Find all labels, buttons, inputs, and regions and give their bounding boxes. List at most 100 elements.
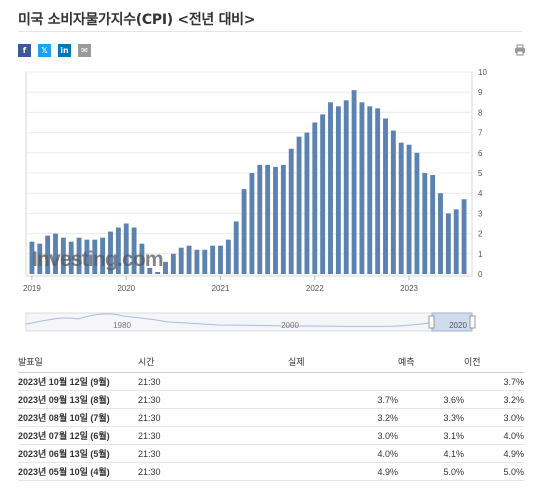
forecast-value bbox=[398, 372, 464, 391]
cpi-bar[interactable] bbox=[218, 245, 223, 274]
email-share-icon[interactable]: ✉ bbox=[78, 44, 91, 57]
actual-value: 3.7% bbox=[288, 390, 398, 409]
twitter-share-icon[interactable]: 𝕏 bbox=[38, 44, 51, 57]
previous-value: 3.0% bbox=[464, 408, 524, 427]
cpi-bar[interactable] bbox=[53, 233, 58, 274]
cpi-bar[interactable] bbox=[155, 271, 161, 274]
table-row: 2023년 06월 13일 (5월) 21:30 4.0% 4.1% 4.9% bbox=[18, 444, 524, 463]
cpi-bar[interactable] bbox=[461, 199, 467, 274]
cpi-bar[interactable] bbox=[265, 164, 271, 274]
forecast-value: 3.3% bbox=[398, 408, 464, 427]
x-tick-label: 2019 bbox=[23, 284, 41, 293]
release-date: 2023년 10월 12일 (9월) bbox=[18, 372, 138, 391]
cpi-bar[interactable] bbox=[84, 239, 90, 274]
release-date: 2023년 09월 13일 (8월) bbox=[18, 390, 138, 409]
actual-value: 4.0% bbox=[288, 444, 398, 463]
cpi-bar[interactable] bbox=[68, 241, 74, 274]
cpi-bar[interactable] bbox=[257, 164, 263, 274]
header-date: 발표일 bbox=[18, 355, 138, 373]
cpi-bar[interactable] bbox=[202, 249, 208, 274]
cpi-bar[interactable] bbox=[422, 173, 428, 274]
cpi-bar[interactable] bbox=[430, 175, 436, 274]
cpi-bar[interactable] bbox=[45, 235, 51, 274]
facebook-share-icon[interactable]: f bbox=[18, 44, 31, 57]
cpi-bar[interactable] bbox=[100, 237, 106, 274]
cpi-bar[interactable] bbox=[210, 245, 216, 274]
cpi-bar[interactable] bbox=[178, 247, 184, 274]
print-icon[interactable] bbox=[514, 44, 526, 56]
linkedin-share-icon[interactable]: in bbox=[58, 44, 71, 57]
cpi-bar[interactable] bbox=[186, 245, 192, 274]
x-axis: 2019 2020 2021 2022 2023 bbox=[23, 276, 419, 293]
cpi-bar[interactable] bbox=[225, 239, 231, 274]
cpi-bar[interactable] bbox=[351, 90, 357, 275]
cpi-bar[interactable] bbox=[453, 209, 459, 274]
forecast-value: 3.6% bbox=[398, 390, 464, 409]
cpi-bar[interactable] bbox=[131, 227, 137, 274]
cpi-bar[interactable] bbox=[273, 166, 278, 274]
release-time: 21:30 bbox=[138, 426, 288, 445]
cpi-bar[interactable] bbox=[288, 148, 294, 274]
cpi-bar[interactable] bbox=[92, 239, 98, 274]
table-row: 2023년 09월 13일 (8월) 21:30 3.7% 3.6% 3.2% bbox=[18, 390, 524, 409]
cpi-bar[interactable] bbox=[375, 108, 381, 274]
header-previous: 이전 bbox=[464, 355, 524, 373]
cpi-bar[interactable] bbox=[438, 193, 443, 274]
release-date: 2023년 07월 12일 (6월) bbox=[18, 426, 138, 445]
y-tick-label: 2 bbox=[478, 230, 483, 239]
actual-value: 3.0% bbox=[288, 426, 398, 445]
cpi-bar[interactable] bbox=[414, 152, 420, 274]
cpi-bar[interactable] bbox=[312, 122, 318, 275]
cpi-bar[interactable] bbox=[320, 114, 326, 274]
cpi-bar[interactable] bbox=[328, 102, 333, 274]
cpi-bar[interactable] bbox=[304, 132, 310, 274]
cpi-bar[interactable] bbox=[398, 142, 404, 274]
cpi-bar[interactable] bbox=[406, 144, 412, 274]
previous-value: 5.0% bbox=[464, 462, 524, 481]
cpi-bar[interactable] bbox=[233, 221, 239, 274]
cpi-bar[interactable] bbox=[123, 223, 129, 275]
cpi-chart[interactable]: 0 1 2 3 4 5 6 7 8 9 10 2019 2020 2021 2022 2023 Invest… bbox=[18, 66, 524, 298]
x-tick-label: 2021 bbox=[212, 284, 230, 293]
navigator-right-handle[interactable] bbox=[469, 315, 476, 329]
bars bbox=[29, 90, 467, 275]
cpi-bar[interactable] bbox=[60, 237, 66, 274]
release-date: 2023년 08월 10일 (7월) bbox=[18, 408, 138, 427]
previous-value: 4.0% bbox=[464, 426, 524, 445]
table-row: 2023년 07월 12일 (6월) 21:30 3.0% 3.1% 4.0% bbox=[18, 426, 524, 445]
cpi-bar[interactable] bbox=[194, 249, 200, 274]
y-tick-label: 4 bbox=[478, 189, 483, 198]
table-header-row: 발표일 시간 실제 예측 이전 bbox=[18, 355, 524, 373]
cpi-bar[interactable] bbox=[76, 237, 82, 274]
cpi-bar[interactable] bbox=[139, 243, 145, 274]
cpi-bar[interactable] bbox=[108, 231, 113, 274]
cpi-bar[interactable] bbox=[383, 118, 388, 275]
forecast-value: 3.1% bbox=[398, 426, 464, 445]
y-tick-label: 5 bbox=[478, 169, 483, 178]
cpi-bar[interactable] bbox=[296, 136, 302, 274]
y-tick-label: 9 bbox=[478, 88, 483, 97]
cpi-bar[interactable] bbox=[163, 261, 168, 274]
cpi-bar[interactable] bbox=[359, 102, 365, 274]
cpi-bar[interactable] bbox=[280, 164, 286, 274]
cpi-bar[interactable] bbox=[343, 100, 349, 274]
cpi-bar[interactable] bbox=[241, 189, 247, 274]
range-navigator[interactable]: 1980 2000 2020 bbox=[18, 310, 524, 338]
previous-value: 3.7% bbox=[464, 372, 524, 391]
watermark-text: Investing.com bbox=[32, 248, 163, 271]
cpi-bar[interactable] bbox=[37, 243, 43, 274]
navigator-left-handle[interactable] bbox=[428, 315, 435, 329]
gridlines bbox=[26, 71, 472, 275]
previous-value: 4.9% bbox=[464, 444, 524, 463]
cpi-bar[interactable] bbox=[147, 267, 153, 274]
cpi-bar[interactable] bbox=[170, 253, 176, 274]
cpi-bar[interactable] bbox=[29, 241, 35, 274]
cpi-bar[interactable] bbox=[390, 130, 396, 274]
cpi-bar[interactable] bbox=[335, 106, 341, 274]
cpi-bar[interactable] bbox=[115, 227, 121, 274]
cpi-bar[interactable] bbox=[249, 173, 255, 274]
cpi-bar[interactable] bbox=[367, 106, 373, 274]
cpi-bar[interactable] bbox=[445, 213, 451, 274]
x-tick-label: 2023 bbox=[400, 284, 418, 293]
forecast-value: 5.0% bbox=[398, 462, 464, 481]
